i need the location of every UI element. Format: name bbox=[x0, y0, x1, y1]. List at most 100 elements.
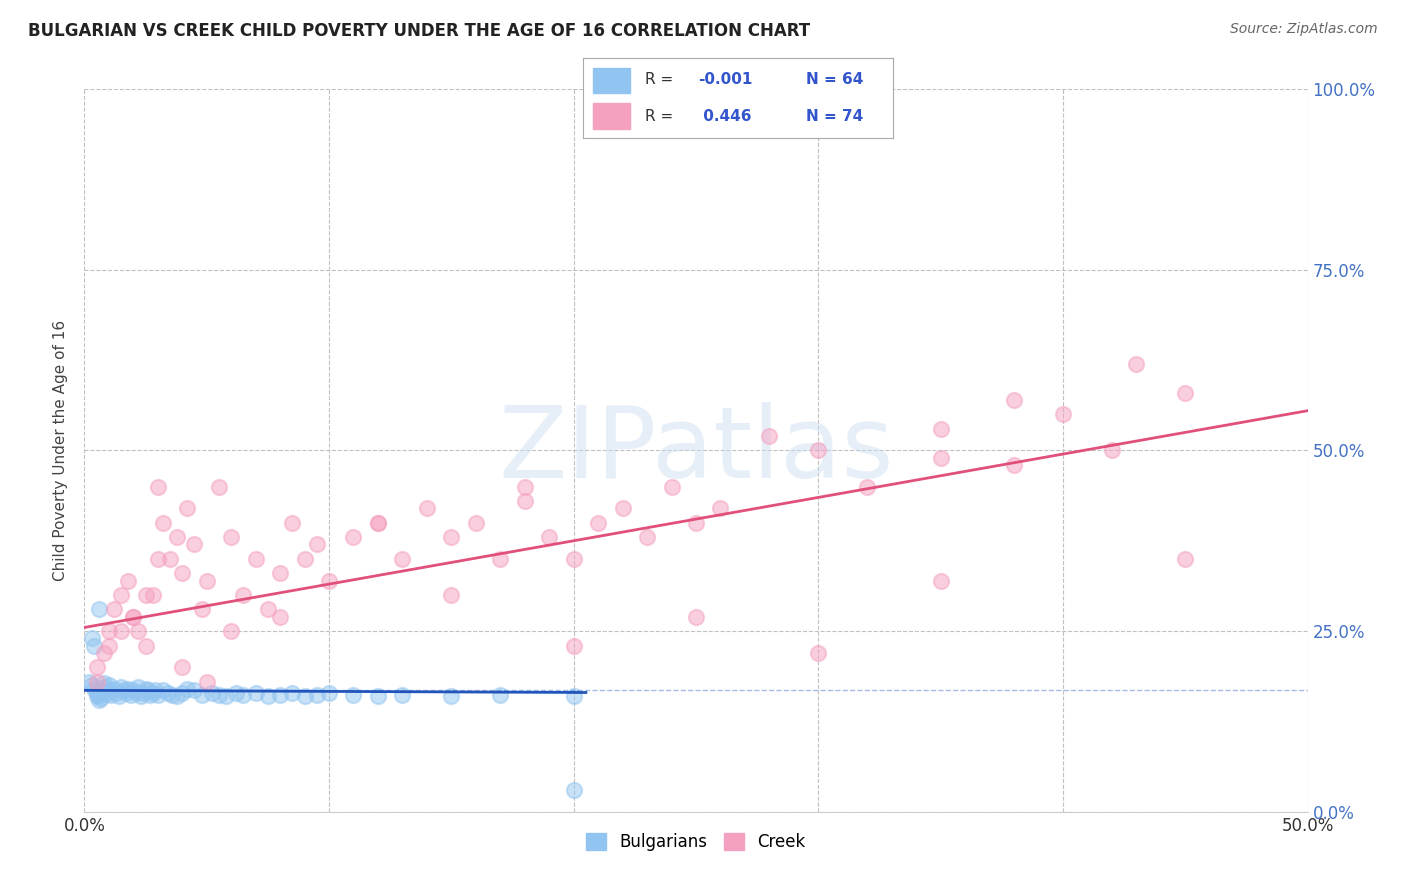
Text: N = 74: N = 74 bbox=[806, 110, 863, 125]
Point bbox=[464, 516, 486, 530]
Point bbox=[152, 683, 174, 698]
Point bbox=[281, 516, 304, 530]
Point bbox=[117, 574, 139, 588]
Point bbox=[90, 690, 112, 705]
Point bbox=[562, 783, 585, 797]
Point bbox=[440, 530, 463, 544]
Point bbox=[142, 588, 165, 602]
Point bbox=[1174, 551, 1197, 566]
Point bbox=[80, 632, 103, 646]
Point bbox=[120, 688, 142, 702]
Point bbox=[1002, 392, 1025, 407]
Point bbox=[146, 551, 169, 566]
Point bbox=[143, 683, 166, 698]
Point bbox=[318, 685, 340, 699]
Point bbox=[513, 494, 536, 508]
Point bbox=[100, 688, 122, 702]
Point bbox=[172, 685, 194, 699]
Point bbox=[122, 683, 145, 698]
Point bbox=[758, 429, 780, 443]
Point bbox=[1052, 407, 1074, 421]
Point bbox=[172, 660, 194, 674]
Point bbox=[929, 450, 952, 465]
Text: Source: ZipAtlas.com: Source: ZipAtlas.com bbox=[1230, 22, 1378, 37]
Point bbox=[1002, 458, 1025, 472]
Point bbox=[929, 574, 952, 588]
Point bbox=[562, 689, 585, 703]
Point bbox=[200, 685, 222, 699]
Point bbox=[489, 551, 512, 566]
Bar bbox=[593, 103, 630, 128]
Text: -0.001: -0.001 bbox=[697, 71, 752, 87]
Point bbox=[294, 551, 316, 566]
Point bbox=[159, 551, 181, 566]
Point bbox=[127, 681, 149, 695]
Point bbox=[93, 676, 115, 690]
Point bbox=[856, 480, 879, 494]
Point bbox=[257, 689, 280, 703]
Point bbox=[110, 588, 132, 602]
Point bbox=[103, 602, 125, 616]
Point bbox=[269, 688, 291, 702]
Point bbox=[440, 588, 463, 602]
Point bbox=[132, 685, 155, 699]
Point bbox=[685, 516, 707, 530]
Point bbox=[1125, 357, 1147, 371]
Point bbox=[103, 681, 125, 696]
Point bbox=[215, 689, 238, 703]
Legend: Bulgarians, Creek: Bulgarians, Creek bbox=[579, 826, 813, 857]
Point bbox=[97, 624, 120, 639]
Point bbox=[77, 674, 100, 689]
Point bbox=[269, 566, 291, 581]
Point bbox=[96, 687, 118, 701]
Point bbox=[97, 678, 120, 692]
Point bbox=[232, 588, 254, 602]
Point bbox=[83, 681, 105, 696]
Point bbox=[125, 685, 148, 699]
Point bbox=[86, 674, 108, 689]
Point bbox=[489, 688, 512, 702]
Point bbox=[305, 537, 328, 551]
Point bbox=[87, 692, 110, 706]
Point bbox=[135, 588, 157, 602]
Text: 0.446: 0.446 bbox=[697, 110, 751, 125]
Point bbox=[245, 685, 267, 699]
Point bbox=[166, 530, 188, 544]
Point bbox=[391, 688, 413, 702]
Text: R =: R = bbox=[645, 71, 679, 87]
Point bbox=[156, 685, 179, 699]
Point bbox=[87, 688, 110, 702]
Point bbox=[305, 688, 328, 702]
Y-axis label: Child Poverty Under the Age of 16: Child Poverty Under the Age of 16 bbox=[53, 320, 69, 581]
Point bbox=[440, 689, 463, 703]
Text: ZIPatlas: ZIPatlas bbox=[498, 402, 894, 499]
Point bbox=[142, 685, 165, 699]
Point bbox=[162, 688, 184, 702]
Point bbox=[122, 609, 145, 624]
Point bbox=[562, 639, 585, 653]
Point bbox=[586, 516, 609, 530]
Point bbox=[135, 681, 157, 696]
Point bbox=[129, 689, 152, 703]
Point bbox=[135, 639, 157, 653]
Point bbox=[97, 639, 120, 653]
Point bbox=[122, 609, 145, 624]
Point bbox=[195, 674, 218, 689]
Point bbox=[208, 480, 231, 494]
Point bbox=[685, 609, 707, 624]
Point bbox=[367, 516, 389, 530]
Point bbox=[245, 551, 267, 566]
Point bbox=[257, 602, 280, 616]
Point bbox=[86, 685, 108, 699]
Point bbox=[929, 422, 952, 436]
Point bbox=[191, 688, 214, 702]
Point bbox=[225, 685, 247, 699]
Text: N = 64: N = 64 bbox=[806, 71, 863, 87]
Point bbox=[612, 501, 634, 516]
Point bbox=[318, 574, 340, 588]
Point bbox=[183, 683, 205, 698]
Text: BULGARIAN VS CREEK CHILD POVERTY UNDER THE AGE OF 16 CORRELATION CHART: BULGARIAN VS CREEK CHILD POVERTY UNDER T… bbox=[28, 22, 810, 40]
Point bbox=[86, 660, 108, 674]
Point bbox=[281, 685, 304, 699]
Point bbox=[112, 683, 135, 698]
